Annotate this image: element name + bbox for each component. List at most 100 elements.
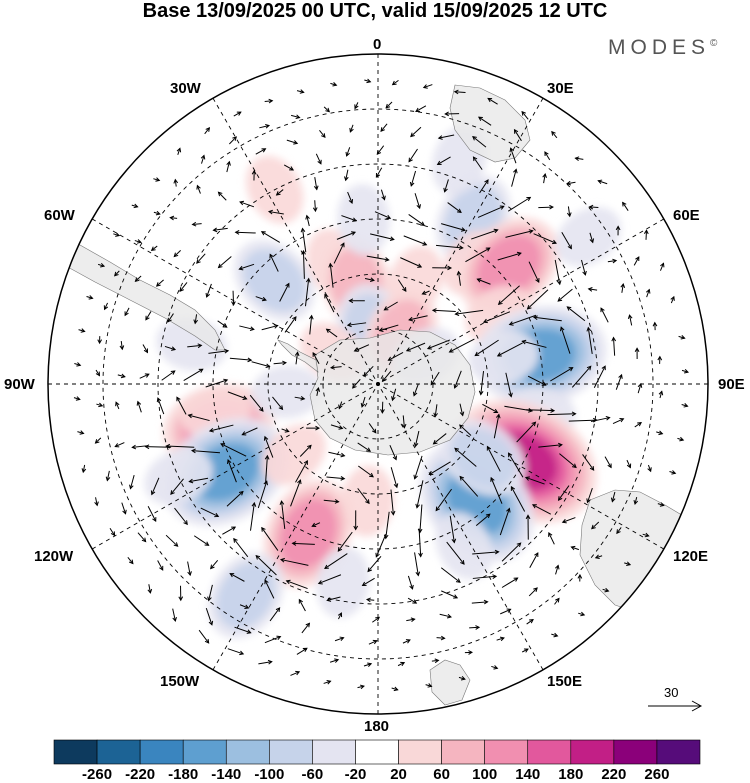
- colorbar-segment: [441, 739, 485, 765]
- lon-label-120e: 120E: [673, 548, 709, 565]
- wind-vector: [295, 459, 308, 483]
- wind-vector: [521, 110, 529, 120]
- wind-vector: [425, 683, 433, 688]
- wind-vector: [139, 373, 150, 379]
- wind-vector: [505, 229, 534, 238]
- wind-vector: [258, 659, 273, 665]
- wind-vector: [284, 316, 297, 333]
- wind-vector: [437, 134, 455, 140]
- wind-vector: [566, 306, 586, 322]
- wind-vector: [380, 189, 386, 201]
- wind-vector: [375, 533, 387, 558]
- wind-vector: [95, 369, 101, 377]
- wind-vector: [187, 343, 203, 349]
- wind-vector: [234, 626, 252, 634]
- wind-vector: [312, 351, 320, 364]
- wind-vector: [477, 205, 505, 218]
- wind-vector: [525, 514, 531, 540]
- colorbar-segment: [484, 739, 529, 765]
- wind-vector: [407, 575, 414, 590]
- wind-vector: [153, 177, 161, 182]
- wind-vector: [150, 477, 160, 496]
- wind-vector: [385, 101, 393, 109]
- wind-vector: [578, 611, 586, 617]
- wind-vector: [200, 154, 206, 164]
- wind-vector: [548, 531, 555, 545]
- wind-vector: [231, 290, 236, 307]
- wind-vector: [124, 307, 130, 317]
- anomaly-center: [233, 239, 315, 321]
- wind-vector: [459, 475, 479, 497]
- lon-label-90e: 90E: [718, 376, 745, 393]
- wind-vector: [472, 549, 500, 555]
- wind-vector: [157, 560, 164, 571]
- wind-vector: [637, 382, 643, 394]
- wind-vector: [600, 307, 609, 323]
- wind-vector: [597, 179, 608, 185]
- wind-vector: [447, 202, 462, 214]
- wind-vector: [217, 191, 227, 201]
- wind-vector: [634, 347, 640, 360]
- wind-vector: [312, 200, 318, 213]
- wind-vector: [561, 232, 572, 250]
- wind-vector: [415, 105, 427, 112]
- wind-vector: [73, 396, 81, 401]
- wind-vector: [533, 233, 557, 245]
- lon-label-90w: 90W: [4, 376, 35, 393]
- wind-vector: [239, 325, 255, 331]
- wind-vector: [334, 636, 345, 642]
- wind-vector: [607, 258, 618, 264]
- wind-vector: [407, 597, 418, 604]
- wind-vector: [478, 370, 485, 396]
- wind-vector: [490, 476, 503, 504]
- wind-vector: [153, 210, 161, 216]
- wind-vector: [570, 545, 580, 551]
- wind-vector: [443, 179, 449, 193]
- wind-vector: [205, 607, 214, 626]
- wind-vector: [436, 156, 451, 165]
- wind-vector: [294, 351, 300, 365]
- wind-vector: [408, 214, 425, 226]
- wind-vector: [391, 388, 397, 402]
- wind-vector: [226, 458, 237, 483]
- wind-vector: [98, 262, 106, 268]
- anomaly-band: [216, 562, 276, 629]
- lon-label-120w: 120W: [34, 548, 74, 565]
- wind-vector: [304, 277, 311, 307]
- wind-vector: [678, 335, 686, 340]
- wind-vector: [465, 247, 491, 263]
- colorbar-tick-label: 140: [515, 766, 541, 783]
- wind-vector: [294, 395, 306, 401]
- wind-vector: [178, 585, 184, 602]
- wind-vector: [439, 613, 452, 619]
- wind-vector: [176, 147, 182, 155]
- wind-vector: [526, 289, 549, 310]
- wind-vector: [279, 282, 290, 302]
- latitude-circle: [102, 108, 654, 660]
- wind-vector: [283, 164, 295, 171]
- wind-vector: [298, 598, 306, 612]
- wind-vector: [330, 424, 344, 430]
- wind-vector: [134, 275, 142, 283]
- wind-vector: [493, 413, 501, 439]
- wind-vector: [403, 235, 428, 246]
- wind-vector: [94, 437, 102, 444]
- wind-vector: [587, 287, 598, 292]
- wind-vector: [330, 365, 342, 370]
- wind-vector: [482, 403, 499, 413]
- wind-vector: [521, 648, 529, 653]
- wind-vector: [361, 577, 375, 586]
- wind-vector: [531, 504, 552, 515]
- wind-vector: [426, 339, 451, 350]
- wind-vector: [402, 639, 411, 644]
- wind-vector: [364, 78, 372, 84]
- wind-vector: [169, 215, 178, 221]
- wind-vector: [497, 285, 520, 306]
- wind-vector: [658, 390, 664, 399]
- wind-vector: [333, 242, 345, 264]
- wind-vector: [353, 510, 359, 531]
- wind-vector: [259, 123, 271, 129]
- wind-vector: [391, 686, 399, 692]
- wind-vector: [611, 336, 617, 356]
